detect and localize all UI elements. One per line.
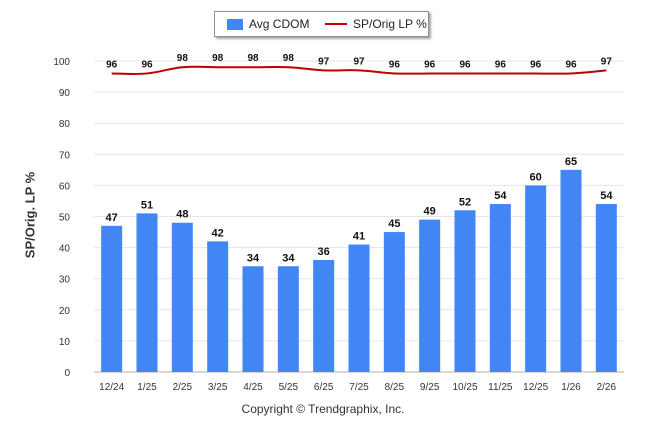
- line-value-label: 98: [283, 53, 295, 64]
- bar-series: [101, 169, 617, 372]
- line-value-label: 96: [106, 59, 118, 70]
- line-value-label: 96: [141, 59, 153, 70]
- y-axis-title: SP/Orig. LP %: [22, 171, 38, 259]
- bar-value-label: 34: [247, 252, 260, 264]
- bar-value-label: 48: [176, 209, 188, 221]
- x-tick-label: 10/25: [452, 382, 477, 393]
- line-value-label: 96: [565, 59, 577, 70]
- bar-value-label: 65: [565, 156, 577, 168]
- x-tick-label: 8/25: [385, 382, 405, 393]
- x-tick-label: 4/25: [243, 382, 263, 393]
- bar[interactable]: [171, 222, 193, 372]
- x-tick-label: 1/26: [561, 382, 581, 393]
- bar-value-label: 60: [530, 171, 542, 183]
- legend-item-sp-orig-lp[interactable]: SP/Orig LP %: [325, 17, 427, 31]
- line-value-label: 97: [318, 56, 330, 67]
- legend-bar-swatch: [227, 18, 243, 30]
- line-value-label: 98: [247, 53, 259, 64]
- y-tick-label: 90: [59, 88, 71, 99]
- y-tick-label: 60: [59, 181, 71, 192]
- y-tick-label: 10: [59, 337, 71, 348]
- y-tick-label: 100: [53, 57, 70, 68]
- bar-value-label: 41: [353, 230, 365, 242]
- legend-label-avg-cdom: Avg CDOM: [249, 17, 310, 31]
- y-tick-label: 50: [59, 213, 71, 224]
- bar[interactable]: [277, 266, 299, 372]
- x-tick-label: 11/25: [488, 382, 513, 393]
- legend-item-avg-cdom[interactable]: Avg CDOM: [227, 17, 309, 31]
- x-tick-label: 5/25: [279, 382, 299, 393]
- bar-value-label: 49: [424, 206, 436, 218]
- bar[interactable]: [454, 210, 476, 372]
- x-tick-label: 12/25: [523, 382, 548, 393]
- line-value-label: 97: [353, 56, 365, 67]
- line-value-label: 96: [389, 59, 401, 70]
- x-tick-label: 1/25: [137, 382, 157, 393]
- line-value-label: 96: [459, 59, 471, 70]
- y-tick-label: 70: [59, 150, 71, 161]
- x-tick-label: 7/25: [349, 382, 369, 393]
- bar[interactable]: [313, 260, 335, 372]
- y-axis-ticks: 0 10 20 30 40 50 60 70 80 90 100: [53, 57, 70, 379]
- line-series: [111, 65, 607, 75]
- line-value-label: 96: [424, 59, 436, 70]
- line-value-label: 97: [601, 56, 613, 67]
- x-tick-label: 2/26: [597, 382, 617, 393]
- line-data-labels: 96 96 98 98 98 98 97 97 96 96 96 96 96 96 97: [106, 53, 612, 70]
- bar[interactable]: [207, 241, 229, 372]
- bar[interactable]: [560, 169, 582, 372]
- bar[interactable]: [525, 185, 547, 372]
- line-value-label: 98: [177, 53, 189, 64]
- bar-value-label: 52: [459, 196, 471, 208]
- bar[interactable]: [595, 204, 617, 372]
- y-tick-label: 20: [59, 306, 71, 317]
- bar-value-label: 54: [494, 190, 507, 202]
- bar[interactable]: [136, 213, 158, 372]
- y-tick-label: 40: [59, 244, 71, 255]
- line-value-label: 96: [530, 59, 542, 70]
- line-value-label: 98: [212, 53, 224, 64]
- y-tick-label: 30: [59, 275, 71, 286]
- bar-value-label: 47: [106, 212, 118, 224]
- x-tick-label: 2/25: [173, 382, 193, 393]
- bar-data-labels: 47 51 48 42 34 34 36 41 45 49 52 54 60 65 54: [106, 156, 614, 264]
- line-path[interactable]: [111, 65, 607, 75]
- copyright-text: Copyright © Trendgraphix, Inc.: [241, 402, 405, 416]
- bar-value-label: 45: [388, 218, 400, 230]
- bar-value-label: 42: [212, 227, 224, 239]
- x-axis-ticks: 12/24 1/25 2/25 3/25 4/25 5/25 6/25 7/25 8/25 9/2…: [99, 382, 616, 393]
- y-tick-label: 80: [59, 119, 71, 130]
- bar[interactable]: [101, 225, 123, 372]
- legend-line-swatch: [325, 23, 347, 25]
- x-tick-label: 3/25: [208, 382, 228, 393]
- bar-value-label: 54: [600, 190, 613, 202]
- y-tick-label: 0: [64, 368, 70, 379]
- legend: Avg CDOM SP/Orig LP %: [214, 11, 429, 37]
- x-tick-label: 6/25: [314, 382, 334, 393]
- bar[interactable]: [242, 266, 264, 372]
- bar-value-label: 34: [282, 252, 295, 264]
- bar-value-label: 36: [318, 246, 330, 258]
- bar[interactable]: [383, 232, 405, 372]
- bar[interactable]: [489, 204, 511, 372]
- x-tick-label: 12/24: [99, 382, 124, 393]
- x-tick-label: 9/25: [420, 382, 440, 393]
- bar[interactable]: [419, 219, 441, 372]
- line-value-label: 96: [495, 59, 507, 70]
- bar-value-label: 51: [141, 199, 153, 211]
- legend-label-sp-orig-lp: SP/Orig LP %: [353, 17, 427, 31]
- bar[interactable]: [348, 244, 370, 372]
